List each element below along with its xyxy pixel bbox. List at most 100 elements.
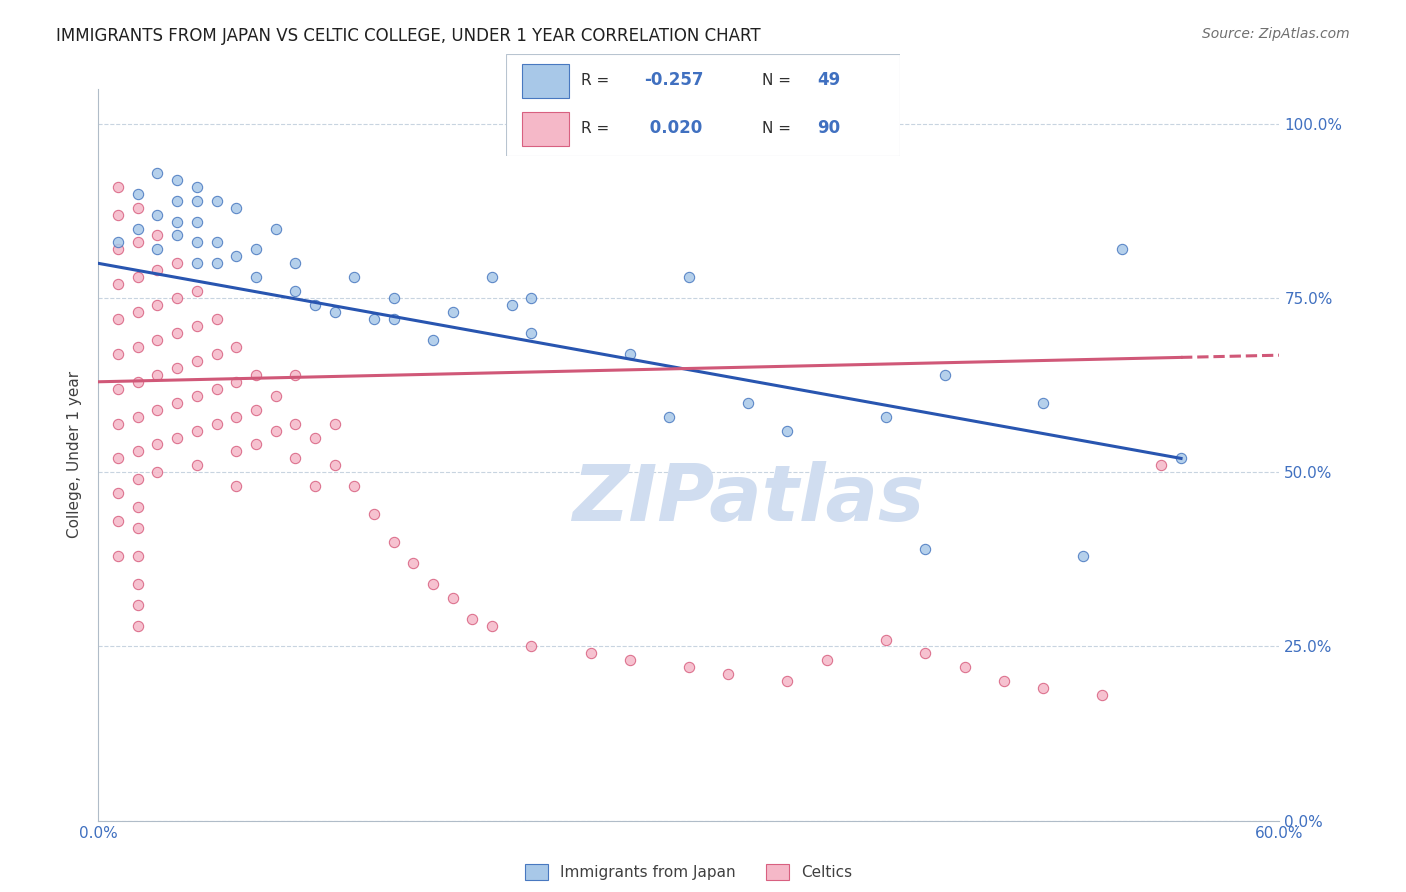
Point [146,298,169,312]
Point [678,660,700,674]
Point [186,235,208,250]
Point [953,660,976,674]
Point [186,424,208,438]
Point [127,549,149,563]
Point [284,451,307,466]
Point [127,305,149,319]
Point [146,368,169,382]
Text: 49: 49 [817,71,841,89]
Point [304,298,326,312]
Point [264,424,287,438]
Point [422,333,444,347]
Point [520,326,543,340]
Point [107,417,129,431]
Point [284,368,307,382]
Point [441,591,464,605]
Point [343,270,366,285]
Point [127,409,149,424]
Point [107,277,129,292]
Text: IMMIGRANTS FROM JAPAN VS CELTIC COLLEGE, UNDER 1 YEAR CORRELATION CHART: IMMIGRANTS FROM JAPAN VS CELTIC COLLEGE,… [56,27,761,45]
Point [1170,451,1192,466]
Point [304,479,326,493]
Point [186,458,208,473]
Point [619,653,641,667]
Point [107,312,129,326]
Point [914,647,936,661]
Point [166,326,188,340]
Text: R =: R = [581,72,614,87]
Point [146,166,169,180]
Point [323,417,346,431]
Point [461,612,484,626]
Point [205,312,228,326]
Point [520,291,543,305]
Point [127,235,149,250]
Legend: Immigrants from Japan, Celtics: Immigrants from Japan, Celtics [519,858,859,886]
Point [225,409,247,424]
Point [776,424,799,438]
Point [481,618,503,632]
Point [146,466,169,480]
Point [166,194,188,208]
Point [382,312,405,326]
Point [441,305,464,319]
Point [382,291,405,305]
Point [127,576,149,591]
FancyBboxPatch shape [522,112,569,145]
Point [127,221,149,235]
Point [934,368,956,382]
Point [186,389,208,403]
Point [225,249,247,263]
Point [186,354,208,368]
Point [166,430,188,444]
Point [166,395,188,409]
Point [146,333,169,347]
Point [107,514,129,528]
Point [579,647,602,661]
Text: R =: R = [581,121,614,136]
Point [737,395,759,409]
Y-axis label: College, Under 1 year: College, Under 1 year [67,371,83,539]
Point [127,472,149,486]
Point [205,194,228,208]
Point [501,298,523,312]
Point [166,291,188,305]
Point [225,340,247,354]
Point [205,256,228,270]
Point [127,521,149,535]
Point [146,228,169,243]
Point [225,375,247,389]
Point [107,451,129,466]
Point [776,674,799,689]
Point [146,437,169,451]
Point [186,179,208,194]
Point [245,402,267,417]
Point [166,228,188,243]
Point [422,576,444,591]
Point [127,598,149,612]
Point [323,458,346,473]
Point [1071,549,1094,563]
Point [127,444,149,458]
Point [186,214,208,228]
Point [284,256,307,270]
Point [658,409,681,424]
Point [1032,681,1054,696]
Point [146,243,169,257]
Point [1150,458,1173,473]
Text: ZIPatlas: ZIPatlas [572,461,924,537]
Point [146,402,169,417]
Point [166,173,188,187]
Point [225,201,247,215]
Point [107,549,129,563]
Point [245,270,267,285]
Point [107,235,129,250]
Point [264,221,287,235]
Point [1032,395,1054,409]
Point [717,667,740,681]
Point [245,368,267,382]
Point [205,235,228,250]
Point [107,382,129,396]
Point [107,486,129,500]
Point [107,208,129,222]
